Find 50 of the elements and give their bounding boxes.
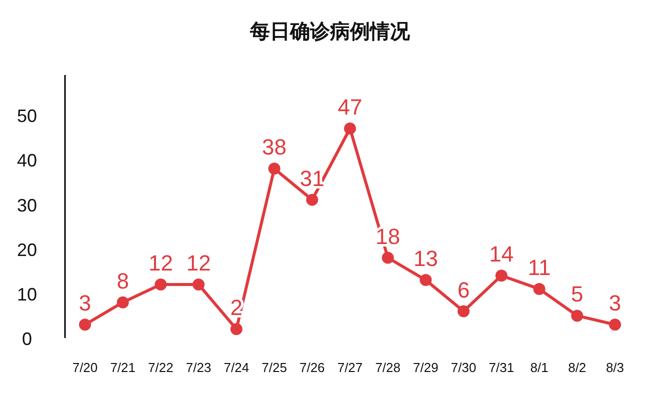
- data-label: 31: [300, 166, 324, 191]
- point: [306, 194, 318, 206]
- y-tick-label: 40: [16, 150, 38, 171]
- point: [344, 122, 356, 134]
- x-tick-label: 7/25: [262, 360, 287, 375]
- point: [116, 296, 129, 308]
- chart-title: 每日确诊病例情况: [249, 20, 411, 43]
- x-tick-label: 7/27: [337, 360, 363, 375]
- x-tick-label: 8/1: [530, 360, 548, 375]
- x-tick-label: 7/28: [375, 360, 401, 375]
- x-tick-label: 7/31: [488, 360, 514, 375]
- data-label: 38: [262, 134, 287, 160]
- data-label: 3: [608, 290, 622, 316]
- point: [458, 305, 470, 318]
- point: [154, 278, 167, 291]
- y-tick-label: 10: [16, 284, 38, 304]
- data-label: 6: [457, 277, 470, 302]
- data-label: 13: [413, 246, 438, 272]
- point: [420, 274, 432, 286]
- x-tick-label: 8/2: [568, 360, 586, 375]
- data-label: 47: [338, 94, 362, 120]
- data-label: 14: [489, 242, 514, 267]
- x-tick-label: 7/29: [413, 360, 438, 375]
- y-tick-label: 50: [16, 106, 38, 126]
- data-label: 3: [78, 290, 92, 316]
- data-label: 12: [186, 250, 211, 276]
- y-tick-label: 30: [16, 195, 38, 216]
- point: [533, 282, 546, 295]
- x-tick-label: 8/3: [606, 360, 624, 375]
- x-tick-label: 7/21: [110, 360, 136, 375]
- x-tick-label: 7/22: [148, 360, 174, 375]
- point: [609, 318, 621, 331]
- y-tick-label: 0: [22, 329, 32, 349]
- data-label: 11: [528, 254, 551, 280]
- point: [382, 252, 394, 264]
- x-tick-label: 7/23: [186, 360, 212, 375]
- point: [79, 318, 91, 331]
- point: [192, 278, 205, 291]
- data-label: 8: [116, 268, 129, 294]
- x-tick-label: 7/24: [224, 360, 250, 375]
- x-tick-label: 7/26: [299, 360, 325, 375]
- data-label: 5: [571, 282, 584, 307]
- point: [571, 310, 584, 322]
- y-tick-label: 20: [16, 240, 38, 260]
- point: [495, 270, 508, 282]
- point: [268, 162, 280, 175]
- data-label: 12: [148, 250, 173, 276]
- point: [230, 323, 242, 336]
- x-tick-label: 7/20: [72, 360, 98, 375]
- x-tick-label: 7/30: [450, 360, 476, 375]
